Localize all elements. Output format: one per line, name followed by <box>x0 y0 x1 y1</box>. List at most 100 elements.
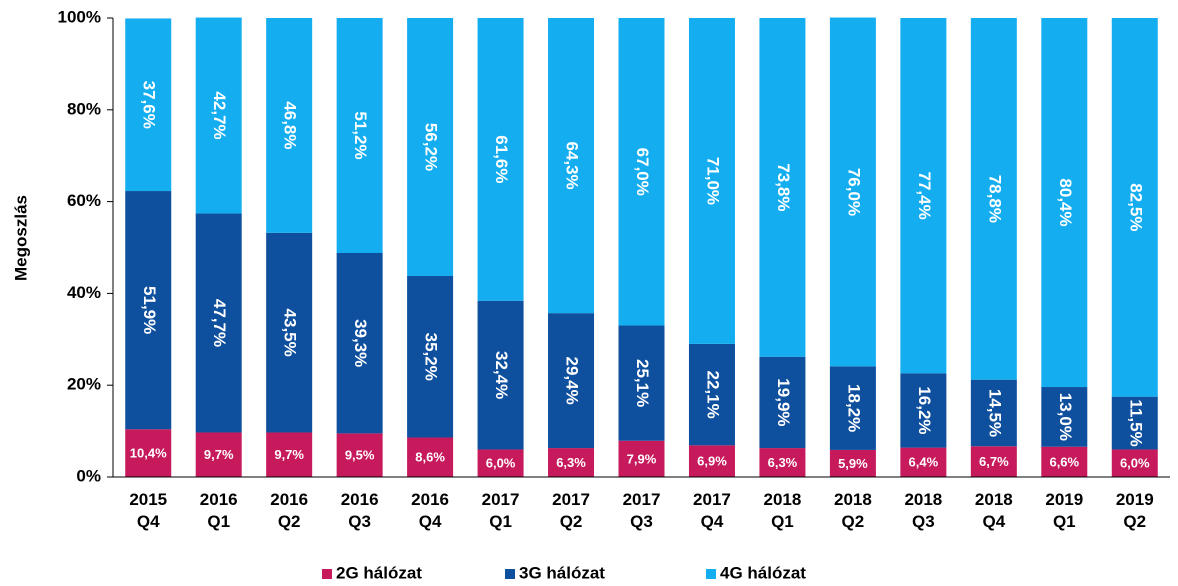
bar-segment <box>900 18 947 374</box>
bar-segment <box>266 18 313 233</box>
bar-segment <box>195 213 242 433</box>
data-label: 6,4% <box>909 455 939 470</box>
bar-segment <box>759 356 806 449</box>
bar-segment <box>618 325 665 441</box>
bar-segment <box>336 18 383 254</box>
data-label: 64,3% <box>563 141 582 189</box>
bar-segment <box>829 449 876 477</box>
x-tick-label-line: 2018 <box>834 490 872 509</box>
data-label: 37,6% <box>140 81 159 129</box>
bar-segment <box>407 18 454 276</box>
bar-segment <box>1041 446 1088 477</box>
data-label: 61,6% <box>492 135 511 183</box>
x-tick-label-line: Q4 <box>419 512 442 531</box>
x-tick-label-line: Q3 <box>912 512 935 531</box>
legend-marker <box>505 569 515 579</box>
bar-segment <box>970 18 1017 380</box>
bar-segment <box>759 18 806 357</box>
x-tick-label: 2017 Q3 <box>623 490 661 531</box>
bar-segment <box>548 313 595 449</box>
bar-segment <box>618 18 665 326</box>
x-tick-label-line: 2018 <box>904 490 942 509</box>
bar-segment <box>548 448 595 477</box>
bar-segment <box>407 437 454 477</box>
y-tick-label: 20% <box>67 375 101 394</box>
data-label: 78,8% <box>985 175 1004 223</box>
legend-label: 4G hálózat <box>720 563 806 582</box>
data-label: 9,5% <box>345 448 375 463</box>
bar-segment <box>1111 396 1158 450</box>
x-tick-label-line: 2019 <box>1116 490 1154 509</box>
bar-segment <box>266 432 313 477</box>
x-tick-label: 2019 Q2 <box>1116 490 1154 531</box>
legend-marker <box>322 569 332 579</box>
x-tick-label: 2016 Q1 <box>200 490 238 531</box>
bar-segment <box>477 18 524 301</box>
x-tick-label: 2017 Q4 <box>693 490 731 531</box>
data-label: 19,9% <box>774 378 793 426</box>
data-label: 82,5% <box>1126 183 1145 231</box>
data-label: 22,1% <box>703 371 722 419</box>
data-label: 25,1% <box>633 359 652 407</box>
bar-segment <box>266 232 313 433</box>
data-label: 6,9% <box>697 454 727 469</box>
data-label: 14,5% <box>985 389 1004 437</box>
data-label: 42,7% <box>210 91 229 139</box>
bar-segment <box>900 447 947 477</box>
x-tick-label: 2018 Q1 <box>764 490 802 531</box>
bar-segment <box>407 275 454 438</box>
x-tick-label-line: 2017 <box>482 490 520 509</box>
x-tick-label-line: Q1 <box>207 512 230 531</box>
data-label: 8,6% <box>415 450 445 465</box>
data-label: 32,4% <box>492 351 511 399</box>
x-tick-label-line: Q2 <box>560 512 583 531</box>
x-tick-label: 2018 Q3 <box>904 490 942 531</box>
x-tick-label-line: 2018 <box>975 490 1013 509</box>
data-label: 18,2% <box>844 384 863 432</box>
bar-segment <box>125 191 172 430</box>
data-label: 6,7% <box>979 454 1009 469</box>
x-tick-label-line: 2016 <box>341 490 379 509</box>
x-tick-label-line: Q2 <box>278 512 301 531</box>
bar-segment <box>1041 18 1088 388</box>
legend-label: 2G hálózat <box>336 563 422 582</box>
bar-segment <box>336 433 383 477</box>
data-label: 35,2% <box>422 333 441 381</box>
x-tick-label-line: 2017 <box>693 490 731 509</box>
x-tick-label: 2019 Q1 <box>1045 490 1083 531</box>
data-label: 6,3% <box>556 455 586 470</box>
data-label: 9,7% <box>274 447 304 462</box>
x-tick-label-line: Q1 <box>1053 512 1076 531</box>
x-tick-label: 2017 Q2 <box>552 490 590 531</box>
bar-segment <box>1111 18 1158 397</box>
bar-segment <box>125 429 172 477</box>
data-label: 7,9% <box>627 451 657 466</box>
x-tick-label: 2018 Q4 <box>975 490 1013 531</box>
x-tick-label-line: 2016 <box>411 490 449 509</box>
bar-segment <box>336 253 383 434</box>
bar-segment <box>195 432 242 477</box>
data-label: 71,0% <box>703 157 722 205</box>
data-label: 80,4% <box>1056 178 1075 226</box>
data-label: 39,3% <box>351 319 370 367</box>
y-tick-label: 100% <box>58 7 101 26</box>
x-tick-label-line: Q4 <box>137 512 160 531</box>
x-tick-label-line: Q3 <box>630 512 653 531</box>
data-label: 9,7% <box>204 447 234 462</box>
data-label: 67,0% <box>633 148 652 196</box>
data-label: 77,4% <box>915 172 934 220</box>
bar-segment <box>970 379 1017 447</box>
x-tick-label-line: Q2 <box>1123 512 1146 531</box>
y-axis-label: Megoszlás <box>11 195 30 281</box>
data-label: 73,8% <box>774 163 793 211</box>
y-tick-label: 0% <box>76 466 101 485</box>
bar-segment <box>970 446 1017 477</box>
bar-segment <box>759 448 806 477</box>
x-tick-label: 2016 Q4 <box>411 490 449 531</box>
x-tick-label-line: 2016 <box>200 490 238 509</box>
data-label: 6,6% <box>1049 454 1079 469</box>
x-tick-label-line: 2019 <box>1045 490 1083 509</box>
x-tick-label-line: Q1 <box>771 512 794 531</box>
x-tick-label: 2016 Q2 <box>270 490 308 531</box>
